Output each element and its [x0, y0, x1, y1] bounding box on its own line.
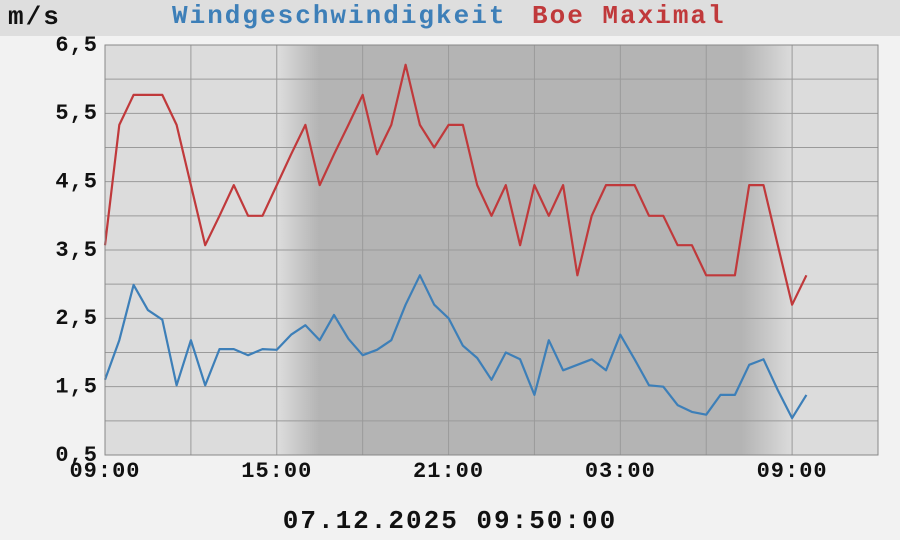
x-tick-label: 09:00 — [757, 459, 828, 484]
legend-entry: Boe Maximal — [532, 1, 726, 31]
y-tick-label: 4,5 — [55, 169, 98, 194]
y-tick-label: 1,5 — [55, 374, 98, 399]
y-tick-label: 2,5 — [55, 306, 98, 331]
plot-border — [104, 44, 879, 456]
x-tick-label: 03:00 — [585, 459, 656, 484]
timestamp: 07.12.2025 09:50:00 — [283, 506, 617, 536]
header-band — [0, 0, 900, 36]
series-line — [103, 63, 808, 306]
y-tick-label: 5,5 — [55, 101, 98, 126]
series-line — [103, 274, 808, 420]
x-tick-label: 15:00 — [241, 459, 312, 484]
x-tick-label: 09:00 — [69, 459, 140, 484]
y-tick-label: 6,5 — [55, 33, 98, 58]
y-tick-label: 3,5 — [55, 238, 98, 263]
legend-entry: Windgeschwindigkeit — [172, 1, 506, 31]
y-tick-label: 0,5 — [55, 443, 98, 468]
x-tick-label: 21:00 — [413, 459, 484, 484]
y-axis-label: m/s — [8, 2, 61, 32]
